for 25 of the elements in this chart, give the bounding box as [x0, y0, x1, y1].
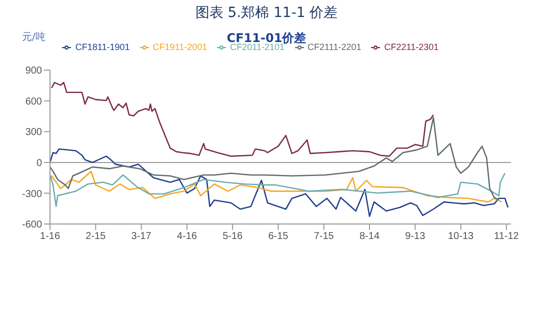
- y-tick-label: 0: [36, 158, 42, 169]
- y-tick-label: -600: [22, 220, 42, 231]
- y-axis-title: 元/吨: [22, 30, 46, 44]
- chart-title: 图表 5.郑棉 11-1 价差: [194, 4, 339, 22]
- x-tick-label: 5-16: [222, 231, 244, 242]
- y-tick-label: 600: [25, 96, 42, 108]
- y-tick-label: 900: [25, 66, 42, 77]
- x-tick-label: 10-13: [448, 231, 474, 242]
- x-tick-label: 7-15: [314, 231, 334, 242]
- y-tick-label: 300: [25, 127, 42, 138]
- legend-label: CF1811-1901: [75, 42, 130, 52]
- y-tick-label: -300: [22, 188, 42, 200]
- x-tick-label: 2-15: [86, 231, 106, 242]
- legend-label: CF1911-2001: [152, 42, 208, 52]
- x-tick-label: 8-14: [359, 231, 380, 242]
- legend-label: CF2011-2101: [230, 42, 285, 52]
- legend-label: CF2211-2301: [384, 42, 439, 52]
- x-tick-label: 4-16: [176, 231, 198, 242]
- x-tick-label: 11-12: [494, 231, 520, 242]
- chart-subtitle: CF11-01价差: [226, 31, 306, 45]
- x-tick-label: 9-13: [405, 231, 426, 242]
- x-tick-label: 6-15: [268, 231, 289, 242]
- legend-label: CF2111-2201: [308, 42, 362, 52]
- x-tick-label: 3-17: [131, 231, 152, 242]
- x-tick-label: 1-16: [40, 231, 60, 242]
